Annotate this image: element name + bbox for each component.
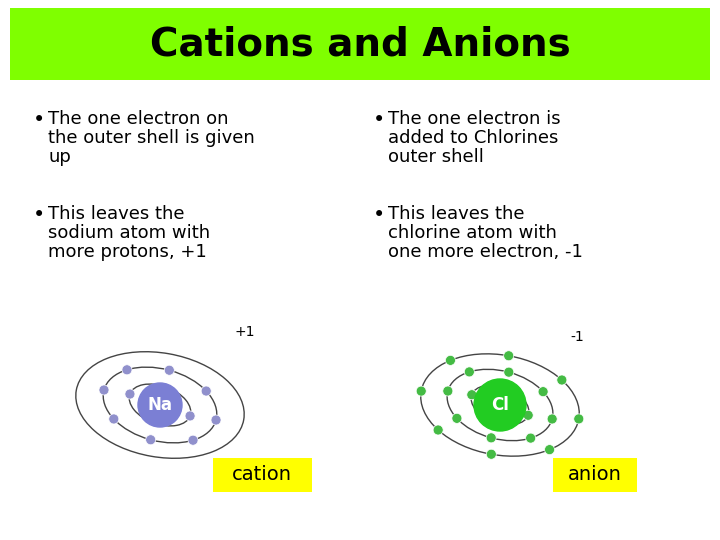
Circle shape [557, 375, 567, 385]
Text: The one electron is: The one electron is [388, 110, 561, 128]
FancyBboxPatch shape [553, 458, 637, 492]
Text: Cl: Cl [491, 396, 509, 414]
Text: outer shell: outer shell [388, 148, 484, 166]
Text: Na: Na [148, 396, 173, 414]
FancyBboxPatch shape [10, 8, 710, 80]
FancyBboxPatch shape [213, 458, 312, 492]
Circle shape [122, 365, 132, 375]
Circle shape [185, 411, 195, 421]
Text: cation: cation [232, 465, 292, 484]
Circle shape [188, 435, 198, 445]
Circle shape [544, 444, 554, 455]
Text: one more electron, -1: one more electron, -1 [388, 243, 583, 261]
Circle shape [547, 414, 557, 424]
Text: sodium atom with: sodium atom with [48, 224, 210, 242]
Circle shape [467, 390, 477, 400]
Text: up: up [48, 148, 71, 166]
Circle shape [486, 449, 496, 459]
Circle shape [574, 414, 584, 424]
Circle shape [538, 387, 548, 397]
Text: •: • [373, 205, 385, 225]
Text: -1: -1 [570, 330, 584, 344]
Circle shape [526, 433, 536, 443]
Circle shape [474, 379, 526, 431]
Circle shape [164, 365, 174, 375]
Circle shape [145, 435, 156, 445]
Text: •: • [33, 205, 45, 225]
Circle shape [523, 410, 534, 420]
Circle shape [99, 385, 109, 395]
Circle shape [138, 383, 182, 427]
Text: •: • [373, 110, 385, 130]
Text: This leaves the: This leaves the [48, 205, 184, 223]
Circle shape [443, 386, 453, 396]
Text: the outer shell is given: the outer shell is given [48, 129, 255, 147]
Text: Cations and Anions: Cations and Anions [150, 25, 570, 63]
Circle shape [504, 367, 514, 377]
Circle shape [201, 386, 211, 396]
Text: This leaves the: This leaves the [388, 205, 524, 223]
Circle shape [433, 425, 443, 435]
Text: chlorine atom with: chlorine atom with [388, 224, 557, 242]
Circle shape [109, 414, 119, 424]
Text: added to Chlorines: added to Chlorines [388, 129, 559, 147]
Circle shape [446, 355, 456, 366]
Circle shape [452, 413, 462, 423]
Circle shape [464, 367, 474, 377]
Text: The one electron on: The one electron on [48, 110, 228, 128]
Text: +1: +1 [235, 325, 256, 339]
Circle shape [211, 415, 221, 425]
Circle shape [416, 386, 426, 396]
Text: •: • [33, 110, 45, 130]
Text: anion: anion [568, 465, 622, 484]
Circle shape [504, 351, 513, 361]
Circle shape [486, 433, 496, 443]
Text: more protons, +1: more protons, +1 [48, 243, 207, 261]
Circle shape [125, 389, 135, 399]
